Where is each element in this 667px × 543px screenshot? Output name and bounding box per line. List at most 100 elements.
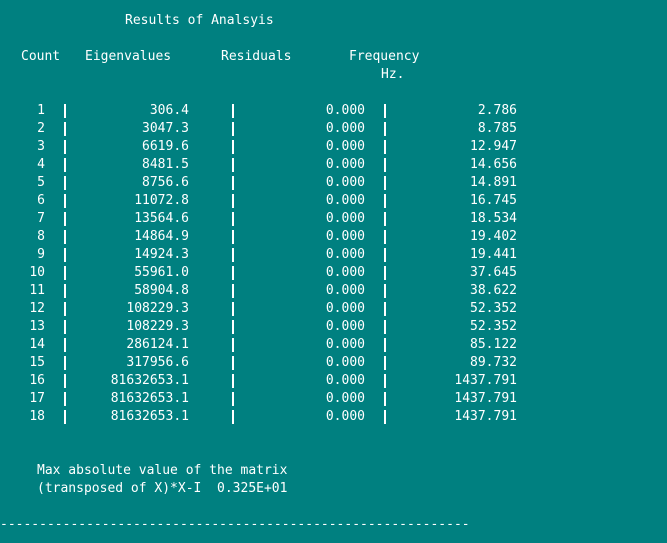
row-residual: 0.000 (325, 301, 365, 316)
row-frequency: 85.122 (470, 337, 517, 352)
column-separator (232, 104, 234, 118)
column-separator (64, 230, 66, 244)
row-frequency: 14.656 (470, 157, 517, 172)
row-residual: 0.000 (325, 103, 365, 118)
row-frequency: 18.534 (470, 211, 517, 226)
column-separator (384, 374, 386, 388)
column-separator (384, 410, 386, 424)
header-eigenvalues: Eigenvalues (85, 49, 172, 64)
row-eigenvalue: 108229.3 (126, 301, 189, 316)
row-frequency: 12.947 (470, 139, 517, 154)
row-count: 1 (37, 103, 45, 118)
column-separator (232, 410, 234, 424)
row-frequency: 14.891 (470, 175, 517, 190)
column-separator (64, 266, 66, 280)
column-separator (64, 392, 66, 406)
row-count: 14 (29, 337, 45, 352)
table-row: 14 286124.1 0.000 85.122 (0, 336, 667, 354)
row-count: 11 (29, 283, 45, 298)
footer-line-2: (transposed of X)*X-I 0.325E+01 (37, 481, 288, 496)
row-eigenvalue: 81632653.1 (110, 373, 189, 388)
row-eigenvalue: 6619.6 (142, 139, 189, 154)
row-residual: 0.000 (325, 265, 365, 280)
column-separator (232, 122, 234, 136)
column-separator (64, 356, 66, 370)
row-count: 12 (29, 301, 45, 316)
column-separator (232, 266, 234, 280)
column-separator (232, 338, 234, 352)
row-residual: 0.000 (325, 319, 365, 334)
column-separator (64, 104, 66, 118)
row-eigenvalue: 286124.1 (126, 337, 189, 352)
row-frequency: 1437.791 (454, 373, 517, 388)
row-eigenvalue: 306.4 (149, 103, 189, 118)
table-row: 17 81632653.1 0.000 1437.791 (0, 390, 667, 408)
table-row: 2 3047.3 0.000 8.785 (0, 120, 667, 138)
row-residual: 0.000 (325, 283, 365, 298)
table-row: 18 81632653.1 0.000 1437.791 (0, 408, 667, 426)
column-separator (232, 176, 234, 190)
column-separator (232, 212, 234, 226)
column-separator (64, 122, 66, 136)
table-row: 5 8756.6 0.000 14.891 (0, 174, 667, 192)
row-frequency: 1437.791 (454, 409, 517, 424)
row-residual: 0.000 (325, 211, 365, 226)
row-frequency: 1437.791 (454, 391, 517, 406)
row-count: 18 (29, 409, 45, 424)
row-eigenvalue: 8756.6 (142, 175, 189, 190)
column-separator (232, 140, 234, 154)
row-frequency: 52.352 (470, 319, 517, 334)
row-count: 4 (37, 157, 45, 172)
column-separator (384, 338, 386, 352)
row-eigenvalue: 14864.9 (134, 229, 189, 244)
row-frequency: 16.745 (470, 193, 517, 208)
row-count: 3 (37, 139, 45, 154)
column-separator (384, 194, 386, 208)
column-separator (64, 302, 66, 316)
row-eigenvalue: 81632653.1 (110, 409, 189, 424)
row-count: 9 (37, 247, 45, 262)
row-residual: 0.000 (325, 139, 365, 154)
column-separator (64, 410, 66, 424)
row-residual: 0.000 (325, 373, 365, 388)
row-residual: 0.000 (325, 247, 365, 262)
header-residuals: Residuals (221, 49, 292, 64)
column-separator (384, 158, 386, 172)
table-row: 4 8481.5 0.000 14.656 (0, 156, 667, 174)
row-residual: 0.000 (325, 391, 365, 406)
table-row: 10 55961.0 0.000 37.645 (0, 264, 667, 282)
column-separator (384, 230, 386, 244)
row-eigenvalue: 55961.0 (134, 265, 189, 280)
row-frequency: 19.402 (470, 229, 517, 244)
column-separator (64, 194, 66, 208)
table-row: 11 58904.8 0.000 38.622 (0, 282, 667, 300)
column-separator (64, 338, 66, 352)
column-separator (384, 176, 386, 190)
column-separator (64, 284, 66, 298)
column-separator (64, 248, 66, 262)
column-separator (64, 374, 66, 388)
column-separator (384, 140, 386, 154)
table-row: 6 11072.8 0.000 16.745 (0, 192, 667, 210)
row-residual: 0.000 (325, 175, 365, 190)
column-separator (64, 212, 66, 226)
row-count: 17 (29, 391, 45, 406)
table-row: 7 13564.6 0.000 18.534 (0, 210, 667, 228)
row-count: 15 (29, 355, 45, 370)
column-separator (232, 158, 234, 172)
table-row: 3 6619.6 0.000 12.947 (0, 138, 667, 156)
column-separator (384, 122, 386, 136)
row-count: 16 (29, 373, 45, 388)
row-frequency: 2.786 (477, 103, 517, 118)
row-frequency: 8.785 (477, 121, 517, 136)
footer-line-1: Max absolute value of the matrix (37, 463, 288, 478)
row-count: 6 (37, 193, 45, 208)
header-count: Count (21, 49, 61, 64)
row-count: 13 (29, 319, 45, 334)
table-row: 8 14864.9 0.000 19.402 (0, 228, 667, 246)
column-separator (384, 392, 386, 406)
header-frequency-unit: Hz. (381, 67, 405, 82)
row-eigenvalue: 8481.5 (142, 157, 189, 172)
column-separator (64, 176, 66, 190)
row-eigenvalue: 81632653.1 (110, 391, 189, 406)
